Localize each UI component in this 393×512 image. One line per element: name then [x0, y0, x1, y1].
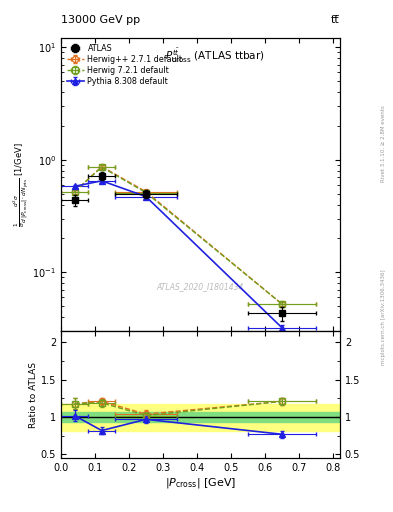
- Y-axis label: Ratio to ATLAS: Ratio to ATLAS: [29, 361, 38, 428]
- Text: Rivet 3.1.10, ≥ 2.8M events: Rivet 3.1.10, ≥ 2.8M events: [381, 105, 386, 182]
- Text: ATLAS_2020_I1801434: ATLAS_2020_I1801434: [157, 283, 244, 292]
- Text: 13000 GeV pp: 13000 GeV pp: [61, 14, 140, 25]
- Bar: [61, 412, 340, 422]
- Legend: ATLAS, Herwig++ 2.7.1 default, Herwig 7.2.1 default, Pythia 8.308 default: ATLAS, Herwig++ 2.7.1 default, Herwig 7.…: [63, 41, 186, 89]
- Text: tt̅: tt̅: [331, 14, 340, 25]
- Y-axis label: $\frac{1}{\sigma}\frac{d^2\sigma}{d\,|P_{\mathrm{cross}}|\cdot dN_{\mathrm{jets}: $\frac{1}{\sigma}\frac{d^2\sigma}{d\,|P_…: [11, 142, 31, 227]
- Text: mcplots.cern.ch [arXiv:1306.3436]: mcplots.cern.ch [arXiv:1306.3436]: [381, 270, 386, 365]
- Text: $P_{\mathrm{cross}}^{t\bar{t}}$ (ATLAS ttbar): $P_{\mathrm{cross}}^{t\bar{t}}$ (ATLAS t…: [165, 47, 264, 66]
- Bar: [61, 403, 340, 431]
- X-axis label: $|P_{\mathrm{cross}}|$ [GeV]: $|P_{\mathrm{cross}}|$ [GeV]: [165, 476, 236, 490]
